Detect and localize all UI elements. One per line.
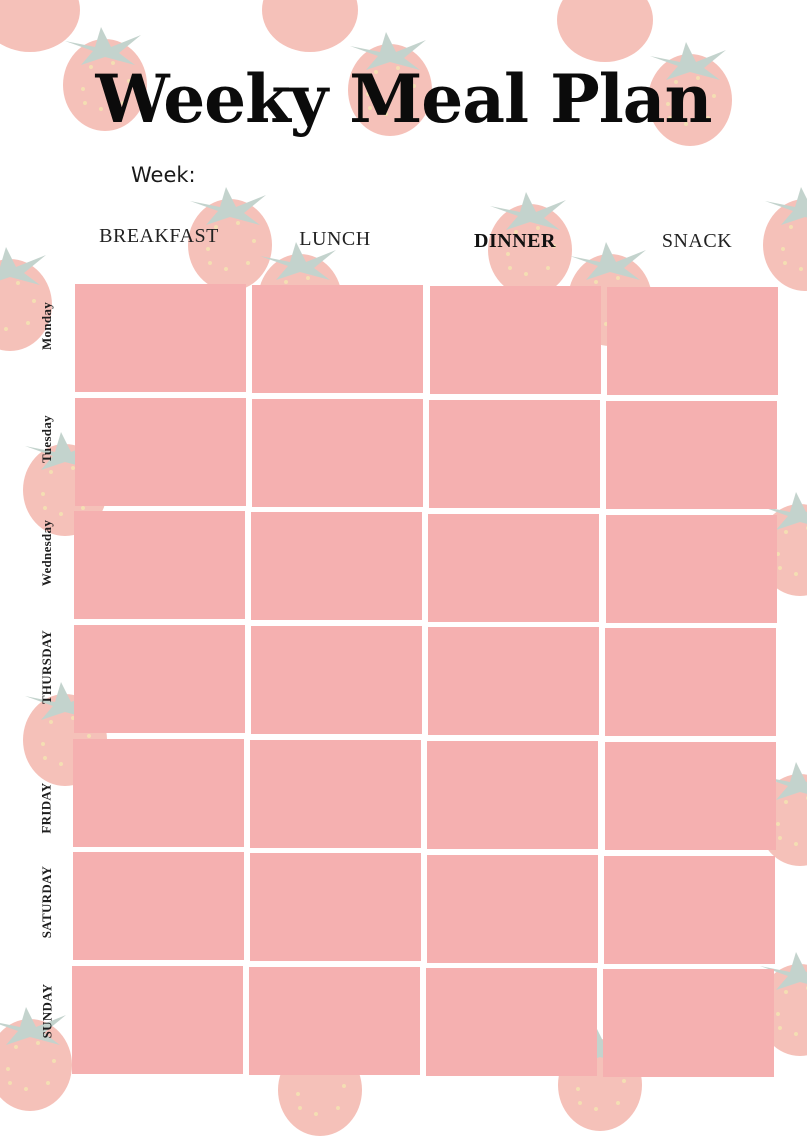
cell-saturday-lunch[interactable] <box>250 853 421 961</box>
cell-monday-snack[interactable] <box>607 287 778 395</box>
cell-sunday-dinner[interactable] <box>426 968 597 1076</box>
cell-wednesday-breakfast[interactable] <box>74 511 245 619</box>
cell-monday-breakfast[interactable] <box>75 284 246 392</box>
row-label-saturday: SATURDAY <box>39 865 55 939</box>
cell-sunday-snack[interactable] <box>603 969 774 1077</box>
column-header-snack: SNACK <box>661 230 733 252</box>
cell-saturday-snack[interactable] <box>604 856 775 964</box>
row-label-monday: Monday <box>39 301 54 351</box>
row-label-sunday: SUNDAY <box>39 983 54 1039</box>
cell-tuesday-breakfast[interactable] <box>75 398 246 506</box>
cell-tuesday-dinner[interactable] <box>429 400 600 508</box>
cell-thursday-snack[interactable] <box>605 628 776 736</box>
cell-friday-dinner[interactable] <box>427 741 598 849</box>
cell-wednesday-dinner[interactable] <box>428 514 599 622</box>
row-label-tuesday: Tuesday <box>39 415 54 463</box>
cell-monday-dinner[interactable] <box>430 286 601 394</box>
cell-thursday-lunch[interactable] <box>251 626 422 734</box>
row-label-thursday: THURSDAY <box>39 629 55 705</box>
cell-sunday-lunch[interactable] <box>249 967 420 1075</box>
row-label-wednesday: Wednesday <box>39 519 54 587</box>
cell-monday-lunch[interactable] <box>252 285 423 393</box>
cell-friday-breakfast[interactable] <box>73 739 244 847</box>
page-title: Weeky Meal Plan <box>95 60 712 138</box>
cell-thursday-breakfast[interactable] <box>74 625 245 733</box>
cell-wednesday-snack[interactable] <box>606 515 777 623</box>
week-label: Week: <box>131 163 196 187</box>
cell-tuesday-snack[interactable] <box>606 401 777 509</box>
column-header-lunch: LUNCH <box>299 228 371 250</box>
cell-saturday-dinner[interactable] <box>427 855 598 963</box>
column-header-breakfast: BREAKFAST <box>99 225 219 247</box>
cell-wednesday-lunch[interactable] <box>251 512 422 620</box>
cell-thursday-dinner[interactable] <box>428 627 599 735</box>
cell-tuesday-lunch[interactable] <box>252 399 423 507</box>
cell-sunday-breakfast[interactable] <box>72 966 243 1074</box>
cell-friday-lunch[interactable] <box>250 740 421 848</box>
cell-friday-snack[interactable] <box>605 742 776 850</box>
cell-saturday-breakfast[interactable] <box>73 852 244 960</box>
column-header-dinner: DINNER <box>474 230 556 252</box>
